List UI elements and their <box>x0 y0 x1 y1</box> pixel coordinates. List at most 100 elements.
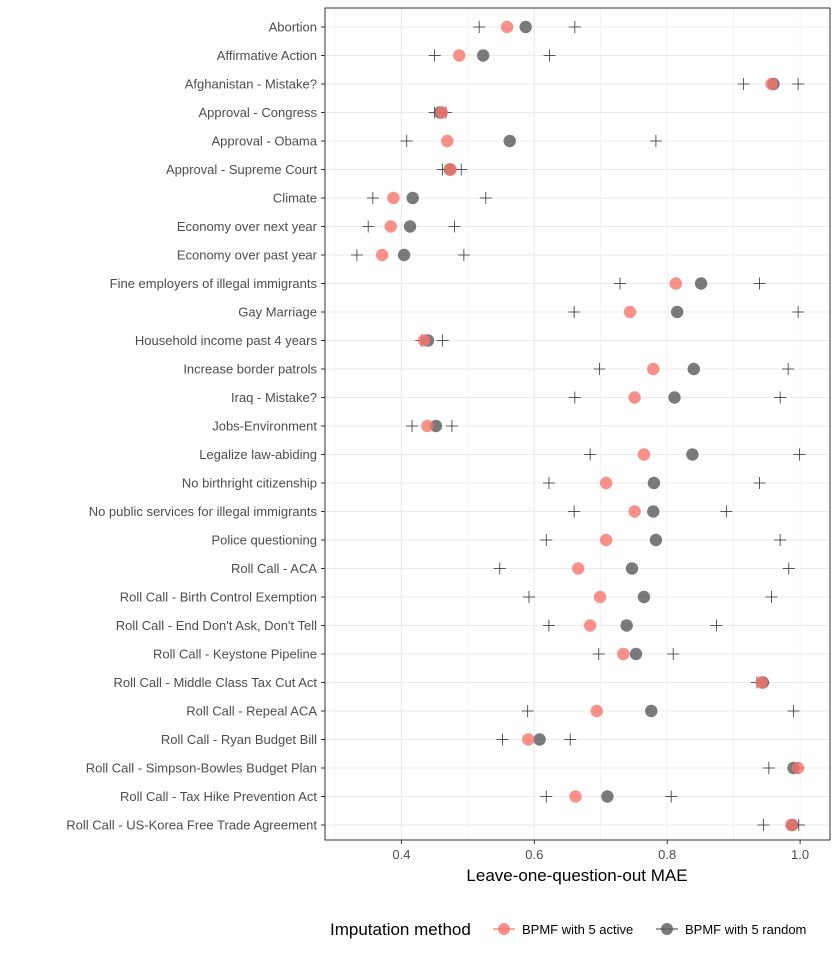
interval-cross <box>540 534 553 546</box>
point-random <box>647 505 660 518</box>
x-axis-title: Leave-one-question-out MAE <box>466 866 687 885</box>
point-random <box>687 362 700 376</box>
interval-cross <box>753 477 766 489</box>
interval-cross <box>400 135 413 147</box>
point-random <box>647 476 661 490</box>
y-tick-label: Household income past 4 years <box>135 333 318 348</box>
point-active <box>453 49 466 62</box>
panel-border <box>324 7 831 841</box>
y-tick-label: Economy over next year <box>177 219 318 234</box>
interval-cross <box>782 562 795 575</box>
interval-cross <box>564 733 577 746</box>
interval-cross <box>792 306 805 318</box>
interval-cross <box>568 306 581 318</box>
interval-cross <box>782 363 795 375</box>
point-random <box>476 49 490 62</box>
legend-key-random <box>656 923 678 935</box>
y-tick-label: Legalize law-abiding <box>199 447 317 462</box>
interval-cross <box>457 249 470 261</box>
legend-title: Imputation method <box>330 920 471 939</box>
x-axis: 0.4 0.6 0.8 1.0 <box>392 840 809 862</box>
point-active <box>571 562 585 575</box>
point-active <box>421 419 434 433</box>
data-marks <box>350 20 806 832</box>
y-tick-label: Increase border patrols <box>183 362 317 377</box>
point-active <box>785 818 798 832</box>
interval-cross <box>774 534 787 546</box>
point-random <box>429 419 443 433</box>
interval-cross <box>765 591 778 603</box>
interval-cross <box>366 192 379 204</box>
y-tick-label: Roll Call - Keystone Pipeline <box>153 647 317 662</box>
y-tick-label: Roll Call - Middle Class Tax Cut Act <box>114 675 318 690</box>
interval-cross <box>593 363 606 375</box>
point-random <box>686 448 699 461</box>
point-random <box>649 533 663 547</box>
point-active <box>500 20 514 34</box>
point-active <box>599 533 613 547</box>
point-random <box>503 134 516 148</box>
y-tick-label: Gay Marriage <box>238 305 317 320</box>
y-tick-label: Roll Call - Ryan Budget Bill <box>161 732 317 747</box>
legend-key-active <box>493 923 515 935</box>
point-active <box>617 647 630 661</box>
interval-cross <box>667 648 680 660</box>
point-random <box>670 305 684 319</box>
interval-cross <box>665 790 678 803</box>
interval-cross <box>720 505 733 518</box>
point-random <box>668 391 681 404</box>
point-active <box>791 761 805 775</box>
point-active <box>569 790 582 803</box>
interval-cross <box>521 705 534 717</box>
y-tick-label: Approval - Obama <box>212 134 318 149</box>
interval-cross <box>496 733 509 746</box>
interval-cross <box>792 78 805 90</box>
y-tick-label: Roll Call - ACA <box>231 561 317 576</box>
point-random <box>519 20 532 34</box>
point-active <box>628 391 641 404</box>
y-tick-label: Roll Call - US-Korea Free Trade Agreemen… <box>66 818 317 833</box>
interval-cross <box>522 591 535 603</box>
y-tick-label: Affirmative Action <box>217 48 317 63</box>
point-active <box>435 106 449 119</box>
point-random <box>645 704 658 718</box>
x-tick-label: 0.6 <box>525 847 543 862</box>
interval-cross <box>448 220 461 233</box>
grid <box>325 8 830 840</box>
point-active <box>755 676 768 689</box>
point-active <box>628 505 641 518</box>
legend: Imputation method BPMF with 5 active BPM… <box>330 920 806 939</box>
point-random <box>403 220 417 233</box>
y-axis-labels: Abortion Affirmative Action Afghanistan - … <box>66 20 325 833</box>
point-active <box>375 248 389 262</box>
interval-cross <box>542 619 555 632</box>
interval-cross <box>455 163 468 176</box>
interval-cross <box>753 277 766 290</box>
interval-cross <box>362 220 375 233</box>
point-active <box>444 163 457 176</box>
interval-cross <box>649 135 662 147</box>
point-active <box>669 277 683 290</box>
x-tick-label: 0.4 <box>392 847 410 862</box>
interval-cross <box>350 249 363 261</box>
legend-label-random: BPMF with 5 random <box>685 922 806 937</box>
point-active <box>765 77 778 91</box>
point-active <box>583 619 597 632</box>
point-random <box>397 248 411 262</box>
point-random <box>625 562 639 575</box>
interval-cross <box>473 21 486 33</box>
interval-cross <box>757 819 770 831</box>
interval-cross <box>543 49 556 62</box>
x-tick-label: 0.8 <box>658 847 676 862</box>
y-tick-label: Police questioning <box>211 533 317 548</box>
y-tick-label: Iraq - Mistake? <box>231 390 317 405</box>
interval-cross <box>542 477 555 489</box>
point-active <box>623 305 637 319</box>
legend-label-active: BPMF with 5 active <box>522 922 633 937</box>
point-active <box>647 362 660 376</box>
interval-cross <box>787 705 800 717</box>
y-tick-label: Jobs-Environment <box>212 419 317 434</box>
interval-cross <box>774 391 787 404</box>
interval-cross <box>493 562 506 575</box>
